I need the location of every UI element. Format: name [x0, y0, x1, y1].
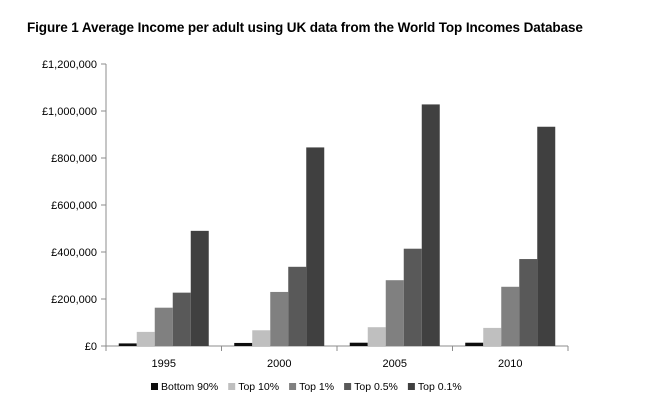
legend-label: Top 0.5% [354, 381, 398, 393]
bar [234, 342, 253, 346]
bar [421, 104, 440, 346]
x-axis: 1995 2000 2005 2010 [105, 345, 569, 370]
legend-swatch [151, 383, 158, 390]
bar [403, 248, 422, 346]
y-tick-label: £200,000 [51, 294, 97, 306]
bar [270, 291, 289, 346]
bar [190, 230, 209, 346]
y-tick-label: £800,000 [51, 153, 97, 165]
legend-swatch [344, 383, 352, 390]
bar [288, 266, 307, 346]
legend-swatch [289, 383, 297, 390]
x-tick-label: 2000 [267, 358, 291, 370]
bar [118, 343, 137, 346]
bar [252, 330, 271, 346]
bar [537, 126, 556, 347]
bar [136, 331, 155, 346]
bar [483, 327, 502, 346]
bar [306, 147, 325, 346]
bar [501, 286, 520, 346]
bar [519, 259, 538, 346]
chart-title: Figure 1 Average Income per adult using … [27, 20, 583, 35]
x-tick-label: 1995 [152, 358, 176, 370]
x-tick-label: 2005 [383, 358, 407, 370]
legend-label: Top 10% [238, 381, 279, 393]
y-tick-label: £1,200,000 [42, 59, 97, 71]
bar [154, 307, 173, 346]
bar [465, 342, 484, 346]
legend-swatch [407, 383, 415, 390]
legend: Bottom 90% Top 10% Top 1% Top 0.5% Top 0.1% [151, 381, 462, 393]
y-axis: £0 £200,000 £400,000 £600,000 £800,000 £1,000… [42, 59, 107, 353]
y-tick-label: £0 [85, 341, 97, 353]
legend-label: Top 0.1% [418, 381, 462, 393]
legend-label: Top 1% [299, 381, 334, 393]
y-tick-label: £1,000,000 [42, 106, 97, 118]
bar [349, 342, 368, 346]
bar [367, 327, 386, 346]
bar [385, 280, 404, 346]
legend-label: Bottom 90% [161, 381, 218, 393]
x-tick-label: 2010 [498, 358, 522, 370]
legend-swatch [228, 383, 236, 390]
y-tick-label: £400,000 [51, 247, 97, 259]
bars-group [118, 104, 556, 347]
y-tick-label: £600,000 [51, 200, 97, 212]
bar [172, 292, 191, 346]
